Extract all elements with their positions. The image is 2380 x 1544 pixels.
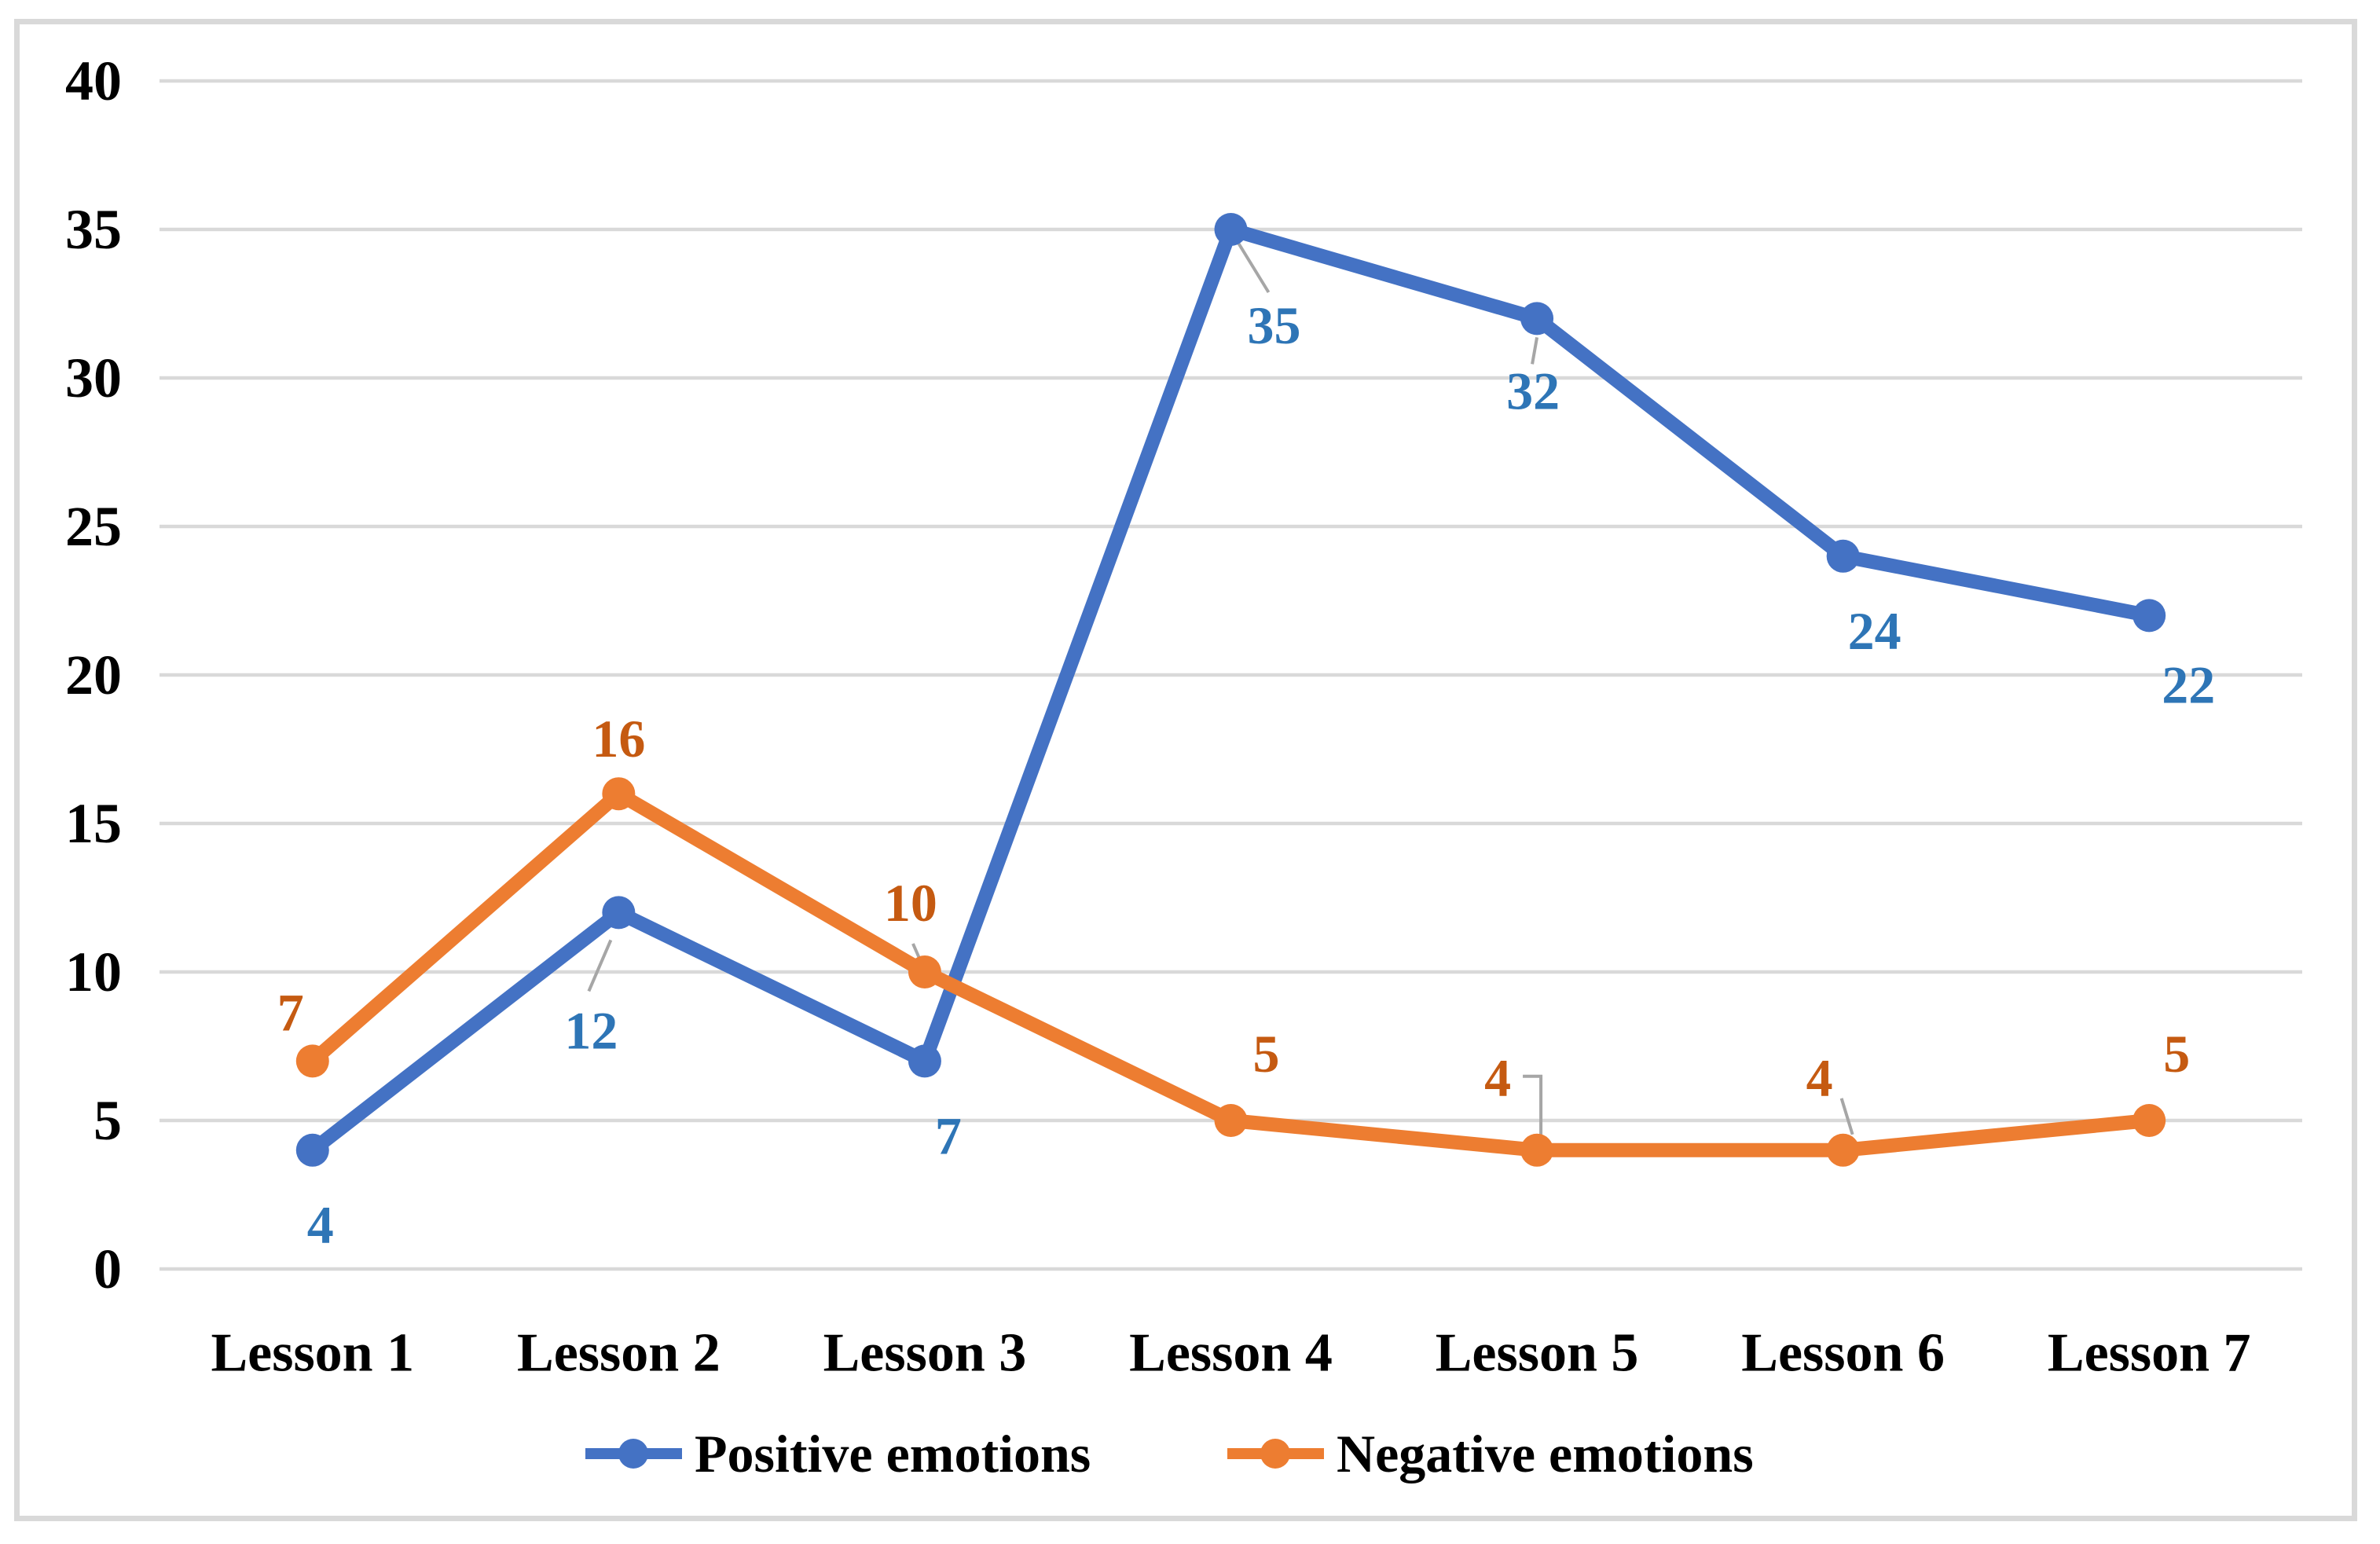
data-point-marker	[908, 955, 941, 988]
x-axis-category-label: Lesson 3	[823, 1323, 1027, 1384]
data-label-leader-line	[1839, 1098, 1854, 1135]
data-point-marker	[1826, 539, 1860, 573]
x-axis-category-label: Lesson 4	[1129, 1323, 1333, 1384]
legend-marker-dot	[618, 1439, 648, 1469]
x-axis-category-label: Lesson 7	[2048, 1323, 2251, 1384]
data-label: 32	[1506, 361, 1560, 420]
legend-marker-dot	[1260, 1439, 1290, 1469]
data-label: 7	[277, 982, 304, 1042]
legend-label: Positive emotions	[695, 1424, 1091, 1483]
legend: Positive emotions Negative emotions	[585, 1424, 1754, 1483]
data-label: 4	[1484, 1048, 1511, 1108]
data-point-marker	[1214, 1104, 1248, 1137]
data-point-marker	[1520, 1133, 1554, 1167]
data-label: 7	[935, 1106, 962, 1165]
legend-item-negative: Negative emotions	[1227, 1424, 1754, 1483]
data-label: 35	[1248, 295, 1301, 355]
data-label-leader-line	[1237, 242, 1271, 294]
data-point-marker	[295, 1044, 329, 1078]
data-label: 16	[592, 709, 645, 768]
data-point-marker	[1826, 1133, 1860, 1167]
legend-label: Negative emotions	[1337, 1424, 1754, 1483]
y-axis-tick-label: 30	[65, 347, 122, 409]
x-axis-category-label: Lesson 5	[1436, 1323, 1639, 1384]
y-axis-tick-label: 40	[65, 50, 122, 112]
data-point-marker	[2132, 1104, 2166, 1137]
y-axis-tick-label: 0	[94, 1238, 122, 1300]
legend-item-positive: Positive emotions	[585, 1424, 1091, 1483]
data-point-marker	[602, 777, 636, 811]
y-axis-tick-label: 15	[65, 792, 122, 855]
data-label-leader-line	[1531, 337, 1539, 365]
y-axis-tick-label: 20	[65, 644, 122, 706]
data-label: 10	[884, 873, 937, 933]
gridlines	[160, 79, 2302, 1271]
y-axis-tick-label: 5	[94, 1089, 122, 1152]
y-axis-tick-label: 35	[65, 198, 122, 261]
data-label-leader-line	[1523, 1074, 1543, 1138]
y-axis-tick-labels: 0 5 10 15 20 25 30 35 40	[65, 50, 122, 1300]
x-axis-category-labels: Lesson 1 Lesson 2 Lesson 3 Lesson 4 Lesson 5…	[211, 1323, 2250, 1384]
data-point-marker	[295, 1133, 329, 1167]
data-point-marker	[1214, 213, 1248, 246]
x-axis-category-label: Lesson 1	[211, 1323, 414, 1384]
data-label: 24	[1848, 601, 1901, 661]
y-axis-tick-label: 25	[65, 495, 122, 558]
data-label: 5	[1253, 1024, 1280, 1084]
data-point-marker	[1520, 302, 1554, 336]
x-axis-category-label: Lesson 2	[517, 1323, 721, 1384]
data-label-leader-line	[587, 939, 613, 992]
data-point-marker	[908, 1044, 941, 1078]
data-label: 4	[1806, 1048, 1833, 1108]
series-lines	[295, 213, 2166, 1167]
data-point-marker	[602, 896, 636, 930]
figure-border	[14, 19, 2357, 1521]
y-axis-tick-label: 10	[65, 941, 122, 1003]
data-label: 12	[564, 1000, 618, 1060]
data-label: 22	[2162, 655, 2215, 714]
data-label: 5	[2163, 1024, 2190, 1084]
data-point-marker	[2132, 599, 2166, 633]
x-axis-category-label: Lesson 6	[1741, 1323, 1945, 1384]
data-labels: 4 12 7 35 32 24 22 7 16 10 5 4 4 5	[277, 295, 2215, 1255]
data-label: 4	[307, 1195, 334, 1255]
data-label-leader-lines	[587, 242, 1854, 1138]
